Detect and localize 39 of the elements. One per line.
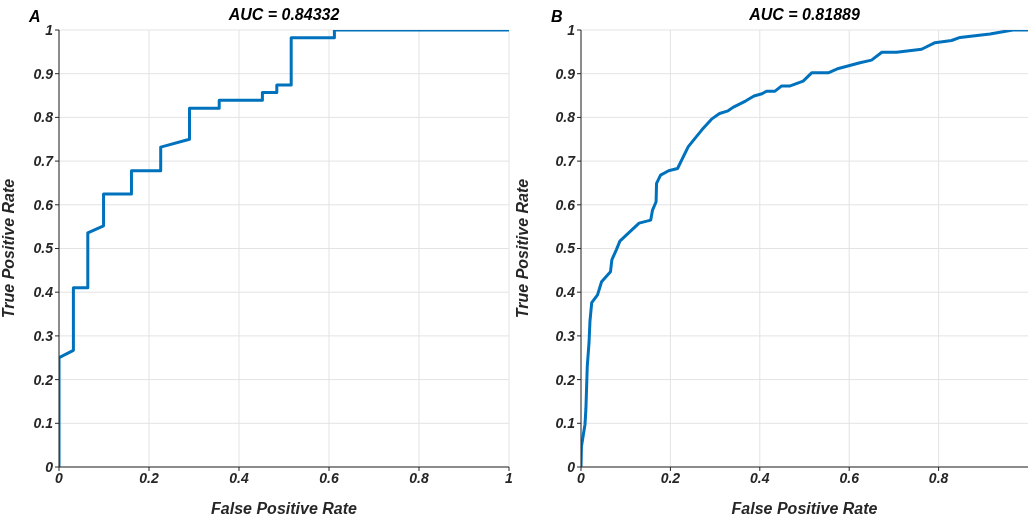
chart-title: AUC = 0.84332	[227, 6, 341, 24]
y-tick-label: 0.6	[33, 196, 54, 213]
x-tick-label: 0.4	[229, 469, 249, 486]
x-tick-label: 0.6	[839, 469, 860, 486]
x-tick-label: 0.4	[750, 469, 770, 486]
x-tick-label: 0.8	[409, 469, 429, 486]
y-tick-label: 0.5	[555, 240, 576, 257]
y-tick-label: 0.6	[555, 196, 576, 213]
chart-title: AUC = 0.81889	[748, 6, 861, 24]
y-tick-label: 0.8	[555, 109, 576, 126]
y-tick-label: 0.3	[33, 327, 54, 344]
y-tick-label: 0	[45, 458, 54, 475]
y-tick-label: 0.3	[555, 327, 576, 344]
y-tick-label: 0.9	[555, 65, 576, 82]
x-tick-label: 1	[505, 469, 514, 486]
y-tick-label: 0.5	[33, 240, 54, 257]
x-tick-label: 0.2	[139, 469, 159, 486]
y-tick-label: 0.7	[33, 153, 55, 170]
y-tick-label: 0.2	[33, 371, 54, 388]
y-tick-label: 0.7	[555, 153, 577, 170]
text: A	[29, 8, 41, 26]
y-axis-title: True Positive Rate	[0, 178, 17, 319]
y-axis-title: True Positive Rate	[513, 178, 531, 319]
x-axis-title: False Positive Rate	[211, 500, 358, 514]
y-tick-label: 0.1	[555, 415, 576, 432]
y-tick-label: 0.1	[33, 415, 54, 432]
y-tick-label: 0.4	[555, 284, 576, 301]
y-tick-label: 0.9	[33, 65, 54, 82]
text: B	[551, 8, 563, 26]
x-tick-label: 0.2	[660, 469, 681, 486]
y-tick-label: 1	[45, 21, 54, 38]
y-tick-label: 0.2	[555, 371, 576, 388]
x-axis-title: False Positive Rate	[731, 500, 878, 514]
y-tick-label: 1	[567, 21, 576, 38]
y-tick-label: 0.8	[33, 109, 54, 126]
y-tick-label: 0.4	[33, 284, 54, 301]
x-tick-label: 0.6	[319, 469, 339, 486]
x-tick-label: 0.8	[928, 469, 949, 486]
y-tick-label: 0	[567, 458, 576, 475]
